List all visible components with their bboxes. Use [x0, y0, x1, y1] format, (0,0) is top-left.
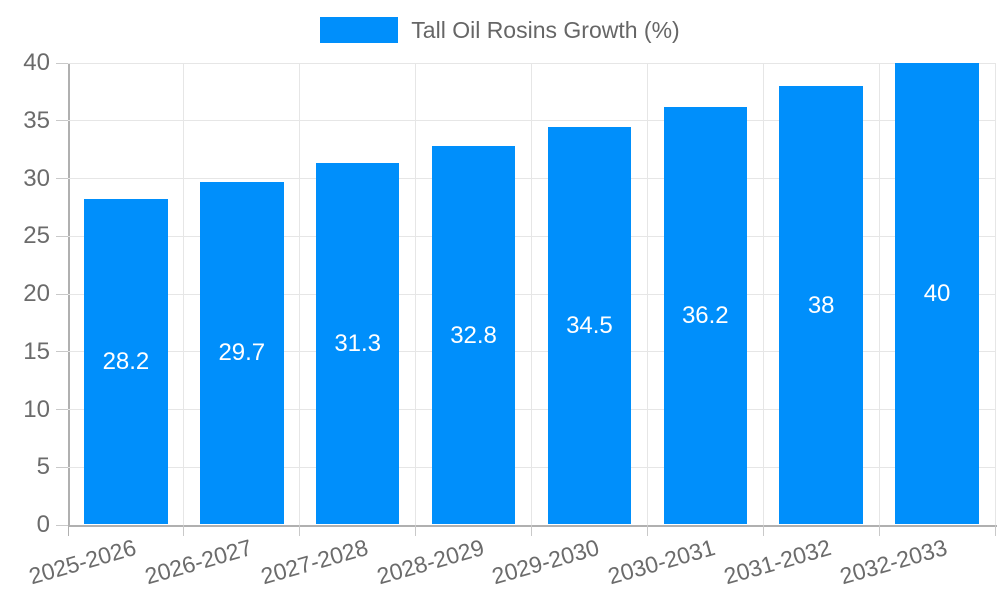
- bar-value-label: 36.2: [681, 301, 729, 329]
- y-axis-tick-label: 20: [23, 280, 50, 307]
- x-tick-mark: [994, 525, 996, 536]
- x-tick-mark: [299, 525, 301, 536]
- legend-label: Tall Oil Rosins Growth (%): [411, 17, 680, 43]
- x-gridline: [531, 63, 532, 525]
- y-axis-tick-label: 40: [23, 49, 50, 76]
- bar-value-label: 34.5: [566, 311, 613, 339]
- x-gridline: [762, 63, 764, 525]
- x-gridline: [646, 63, 648, 525]
- y-axis-tick-label: 25: [23, 222, 50, 250]
- bar-value-label: 32.8: [450, 321, 497, 349]
- bar[interactable]: [315, 163, 400, 524]
- y-tick-mark: [56, 351, 68, 353]
- x-tick-mark: [531, 525, 532, 536]
- bar-value-label: 29.7: [218, 339, 266, 367]
- x-tick-mark: [415, 525, 417, 536]
- bar[interactable]: [200, 181, 284, 524]
- x-gridline: [299, 63, 301, 525]
- y-axis-tick-label: 5: [36, 453, 50, 481]
- bar[interactable]: [663, 106, 748, 524]
- y-tick-mark: [56, 178, 68, 179]
- x-tick-mark: [762, 525, 764, 536]
- plot-area: [68, 63, 997, 527]
- x-gridline: [183, 63, 185, 525]
- x-gridline: [878, 63, 880, 525]
- y-tick-mark: [56, 293, 68, 295]
- bar[interactable]: [779, 86, 863, 524]
- y-axis-tick-label: 10: [23, 395, 50, 423]
- y-tick-mark: [56, 466, 68, 468]
- x-tick-mark: [183, 525, 185, 536]
- bar[interactable]: [895, 63, 979, 524]
- bar[interactable]: [84, 199, 168, 524]
- x-gridline: [415, 63, 417, 525]
- y-tick-mark: [56, 235, 68, 237]
- y-axis-tick-label: 35: [23, 106, 50, 134]
- x-tick-mark: [878, 525, 880, 536]
- y-tick-mark: [56, 120, 68, 122]
- y-axis-tick-label: 30: [23, 164, 50, 192]
- bar-value-label: 28.2: [102, 348, 150, 376]
- y-tick-mark: [56, 62, 68, 64]
- x-tick-mark: [646, 525, 648, 536]
- legend: Tall Oil Rosins Growth (%): [0, 15, 1000, 45]
- legend-marker-icon: [320, 17, 399, 43]
- x-tick-mark: [67, 525, 69, 536]
- y-tick-mark: [56, 524, 68, 526]
- y-axis-tick-label: 15: [23, 337, 50, 365]
- y-axis-tick-label: 0: [36, 511, 50, 538]
- legend-item[interactable]: Tall Oil Rosins Growth (%): [320, 15, 680, 45]
- bar-value-label: 40: [923, 280, 951, 307]
- bar-value-label: 31.3: [334, 330, 382, 358]
- bar[interactable]: [547, 126, 632, 524]
- bar-value-label: 38: [807, 291, 835, 319]
- x-gridline: [994, 63, 996, 525]
- bar[interactable]: [431, 146, 516, 524]
- y-tick-mark: [56, 409, 68, 410]
